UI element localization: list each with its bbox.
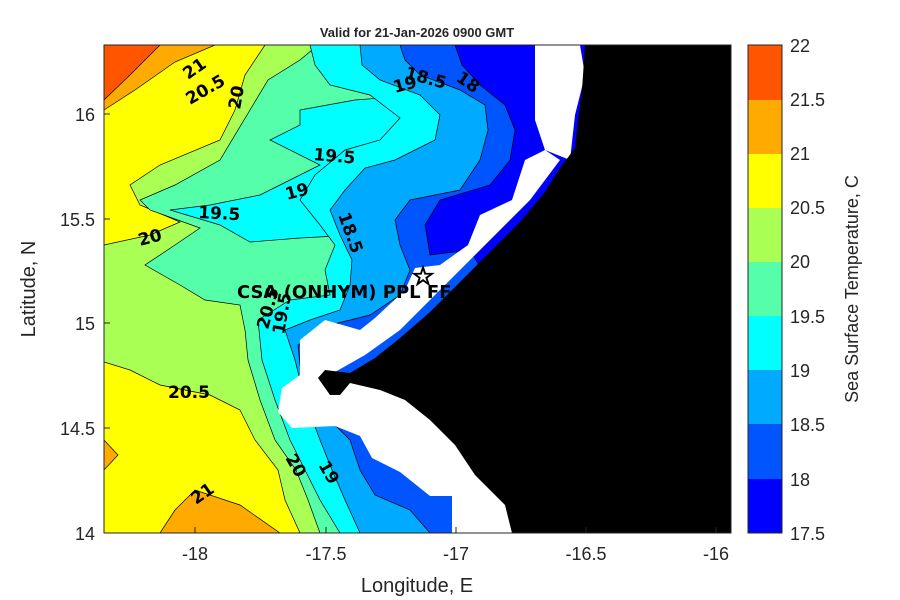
colorbar-swatch — [748, 208, 782, 262]
colorbar-tick: 18.5 — [790, 415, 825, 435]
colorbar-label: Sea Surface Temperature, C — [842, 175, 862, 403]
y-tick-label: 15 — [75, 314, 95, 334]
colorbar-tick: 21 — [790, 144, 810, 164]
contour-label: 19.5 — [198, 203, 241, 225]
map-title: Valid for 21-Jan-2026 0900 GMT — [320, 25, 514, 40]
y-tick-label: 15.5 — [60, 210, 95, 230]
colorbar-tick: 20.5 — [790, 198, 825, 218]
contour-label: 20.5 — [168, 383, 210, 403]
colorbar-swatch — [748, 316, 782, 370]
station-star-icon: ☆ — [411, 262, 434, 292]
plot-frame — [103, 44, 732, 534]
colorbar-tick: 17.5 — [790, 524, 825, 544]
y-tick-label: 14 — [75, 524, 95, 544]
colorbar: 22 21.5 21 20.5 20 19.5 19 18.5 18 17.5 … — [747, 36, 862, 544]
colorbar-swatch — [748, 262, 782, 316]
colorbar-swatch — [748, 100, 782, 154]
colorbar-tick: 18 — [790, 470, 810, 490]
land-mass — [318, 45, 731, 533]
x-axis-label: Longitude, E — [361, 575, 473, 597]
x-tick-label: -16 — [703, 544, 729, 564]
colorbar-tick: 19 — [790, 361, 810, 381]
plot-area: 21 20.5 20 19 18.5 18 19.5 19 19.5 18.5 … — [104, 45, 731, 533]
contour-label: 19.5 — [313, 145, 357, 169]
colorbar-swatch — [748, 479, 782, 533]
y-axis-label: Latitude, N — [18, 241, 40, 338]
colorbar-tick: 19.5 — [790, 307, 825, 327]
y-axis: 16 15.5 15 14.5 14 Latitude, N — [18, 105, 110, 544]
station-label: CSA (ONHYM) PPL FF — [237, 282, 452, 303]
y-tick-label: 16 — [75, 105, 95, 125]
colorbar-frame — [747, 44, 783, 534]
sst-band-21.5-22 — [104, 45, 161, 101]
colorbar-swatch — [748, 424, 782, 479]
no-data-coastal-strip — [278, 45, 585, 533]
colorbar-swatch — [748, 370, 782, 424]
colorbar-swatch — [748, 45, 782, 100]
colorbar-tick: 20 — [790, 252, 810, 272]
x-axis: -18 -17.5 -17 -16.5 -16 Longitude, E — [182, 527, 729, 597]
colorbar-tick: 22 — [790, 36, 810, 56]
x-tick-label: -16.5 — [565, 544, 606, 564]
x-tick-label: -18 — [182, 544, 208, 564]
x-tick-label: -17 — [443, 544, 469, 564]
colorbar-swatch — [748, 154, 782, 208]
x-tick-label: -17.5 — [305, 544, 346, 564]
y-tick-label: 14.5 — [60, 419, 95, 439]
colorbar-tick: 21.5 — [790, 90, 825, 110]
contour-label: 20 — [225, 84, 249, 111]
